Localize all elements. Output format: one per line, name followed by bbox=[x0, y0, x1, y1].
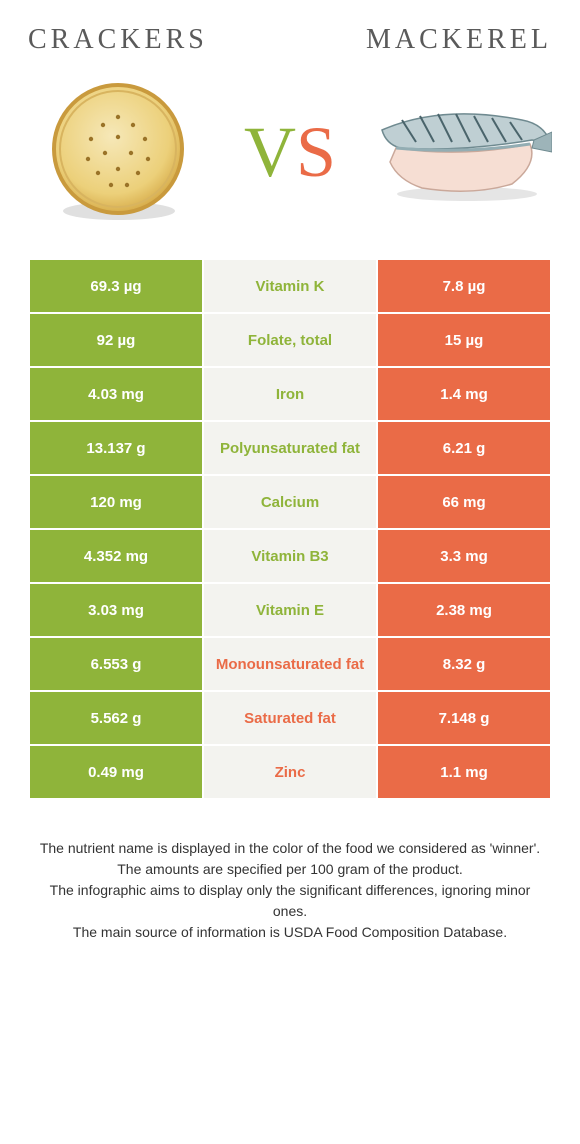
right-value: 66 mg bbox=[377, 475, 551, 529]
table-row: 92 µgFolate, total15 µg bbox=[29, 313, 551, 367]
right-value: 3.3 mg bbox=[377, 529, 551, 583]
nutrient-label: Calcium bbox=[203, 475, 377, 529]
left-value: 5.562 g bbox=[29, 691, 203, 745]
nutrient-label: Folate, total bbox=[203, 313, 377, 367]
right-value: 1.4 mg bbox=[377, 367, 551, 421]
hero-row: VS bbox=[28, 72, 552, 232]
left-value: 6.553 g bbox=[29, 637, 203, 691]
footnote-line: The infographic aims to display only the… bbox=[32, 880, 548, 922]
footnote-line: The nutrient name is displayed in the co… bbox=[32, 838, 548, 859]
right-value: 15 µg bbox=[377, 313, 551, 367]
table-row: 4.03 mgIron1.4 mg bbox=[29, 367, 551, 421]
comparison-table: 69.3 µgVitamin K7.8 µg92 µgFolate, total… bbox=[28, 258, 552, 800]
left-value: 92 µg bbox=[29, 313, 203, 367]
nutrient-label: Vitamin K bbox=[203, 259, 377, 313]
mackerel-icon bbox=[372, 77, 552, 227]
left-value: 69.3 µg bbox=[29, 259, 203, 313]
footnote-line: The main source of information is USDA F… bbox=[32, 922, 548, 943]
left-value: 3.03 mg bbox=[29, 583, 203, 637]
table-row: 120 mgCalcium66 mg bbox=[29, 475, 551, 529]
right-value: 8.32 g bbox=[377, 637, 551, 691]
right-value: 7.148 g bbox=[377, 691, 551, 745]
nutrient-label: Monounsaturated fat bbox=[203, 637, 377, 691]
right-title: Mackerel bbox=[366, 24, 552, 56]
table-row: 13.137 gPolyunsaturated fat6.21 g bbox=[29, 421, 551, 475]
nutrient-label: Polyunsaturated fat bbox=[203, 421, 377, 475]
table-row: 4.352 mgVitamin B33.3 mg bbox=[29, 529, 551, 583]
right-value: 7.8 µg bbox=[377, 259, 551, 313]
table-row: 3.03 mgVitamin E2.38 mg bbox=[29, 583, 551, 637]
right-value: 2.38 mg bbox=[377, 583, 551, 637]
cracker-icon bbox=[28, 77, 208, 227]
nutrient-label: Iron bbox=[203, 367, 377, 421]
right-value: 6.21 g bbox=[377, 421, 551, 475]
left-value: 0.49 mg bbox=[29, 745, 203, 799]
table-row: 69.3 µgVitamin K7.8 µg bbox=[29, 259, 551, 313]
right-value: 1.1 mg bbox=[377, 745, 551, 799]
left-title: Crackers bbox=[28, 24, 208, 56]
nutrient-label: Vitamin B3 bbox=[203, 529, 377, 583]
left-value: 120 mg bbox=[29, 475, 203, 529]
table-row: 6.553 gMonounsaturated fat8.32 g bbox=[29, 637, 551, 691]
table-row: 0.49 mgZinc1.1 mg bbox=[29, 745, 551, 799]
title-row: Crackers Mackerel bbox=[28, 24, 552, 56]
nutrient-label: Zinc bbox=[203, 745, 377, 799]
nutrient-label: Vitamin E bbox=[203, 583, 377, 637]
left-value: 4.352 mg bbox=[29, 529, 203, 583]
vs-label: VS bbox=[244, 116, 336, 188]
table-row: 5.562 gSaturated fat7.148 g bbox=[29, 691, 551, 745]
nutrient-label: Saturated fat bbox=[203, 691, 377, 745]
footnotes: The nutrient name is displayed in the co… bbox=[28, 838, 552, 943]
left-value: 13.137 g bbox=[29, 421, 203, 475]
left-value: 4.03 mg bbox=[29, 367, 203, 421]
footnote-line: The amounts are specified per 100 gram o… bbox=[32, 859, 548, 880]
